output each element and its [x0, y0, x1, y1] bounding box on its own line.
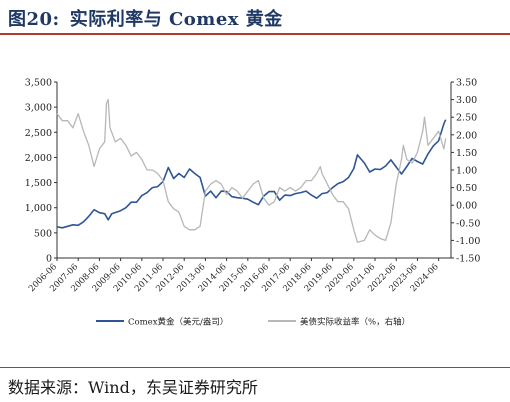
source-note: 数据来源：Wind，东吴证券研究所 [8, 378, 258, 397]
right-tick-label: 0.50 [456, 183, 477, 194]
left-tick-label: 2,500 [25, 128, 52, 139]
right-tick-label: -1.50 [456, 254, 480, 265]
left-tick-label: 3,000 [25, 103, 52, 114]
right-tick-label: 3.50 [456, 78, 477, 89]
left-tick-label: 1,500 [25, 178, 52, 189]
left-tick-label: 1,000 [25, 203, 52, 214]
legend-label: Comex黄金（美元/盎司） [128, 317, 228, 328]
right-tick-label: -1.00 [456, 236, 480, 247]
left-tick-label: 2,000 [25, 153, 52, 164]
right-tick-label: 1.50 [456, 148, 477, 159]
right-tick-label: -0.50 [456, 218, 480, 229]
right-tick-label: 2.00 [456, 130, 477, 141]
figure-title: 图20: 实际利率与 Comex 黄金 [8, 5, 283, 31]
legend-label: 美债实际收益率（%，右轴） [300, 317, 410, 328]
figure-number: 图20: [8, 9, 60, 30]
chart: 0 500 1,000 1,500 2,000 2,500 3,000 3,500 -1.50 -… [25, 78, 481, 328]
right-tick-label: 0.00 [456, 201, 477, 212]
bottom-rule [0, 367, 510, 368]
right-tick-label: 3.00 [456, 95, 477, 106]
real-yield-line [56, 98, 447, 243]
right-tick-label: 2.50 [456, 113, 477, 124]
left-tick-label: 0 [46, 254, 52, 265]
top-rule [0, 33, 510, 35]
left-tick-label: 3,500 [25, 78, 52, 89]
figure-title-text: 实际利率与 Comex 黄金 [69, 9, 283, 30]
gold-price-line [56, 119, 447, 229]
right-tick-label: 1.00 [456, 166, 477, 177]
left-tick-label: 500 [34, 228, 52, 239]
